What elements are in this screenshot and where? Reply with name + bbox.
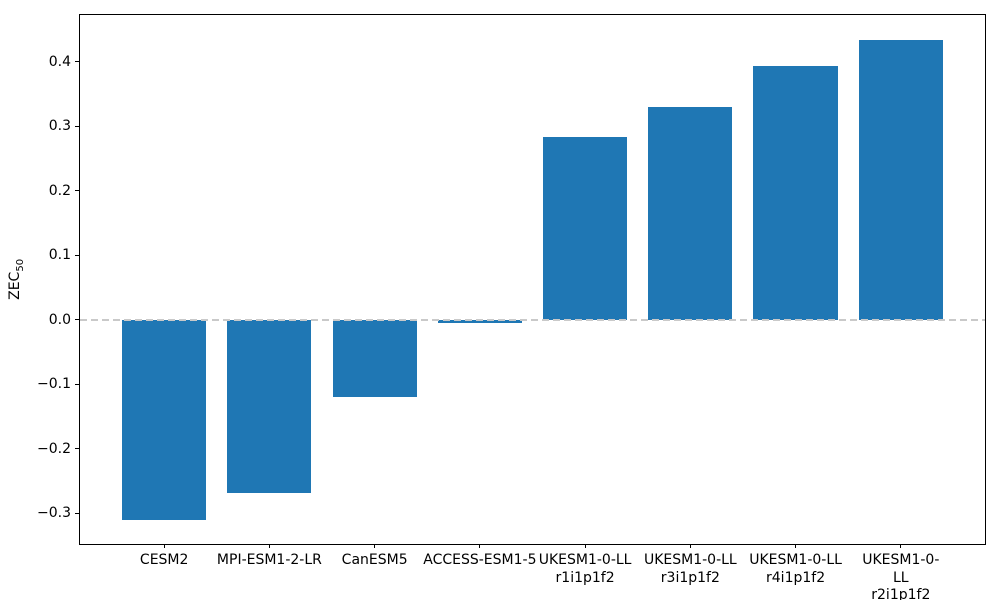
y-tick-label: 0.3: [48, 118, 71, 135]
y-tick-label: 0.1: [48, 247, 71, 264]
y-tick-mark: [75, 125, 79, 127]
y-tick-mark: [75, 190, 79, 192]
y-tick-mark: [75, 448, 79, 450]
x-tick-mark: [479, 544, 481, 548]
y-tick-label: −0.2: [37, 440, 71, 457]
y-tick-label: 0.0: [48, 311, 71, 328]
y-axis-label-main: ZEC: [6, 271, 23, 300]
bar: [858, 39, 943, 320]
x-tick-mark: [795, 544, 797, 548]
y-tick-mark: [75, 383, 79, 385]
bar: [437, 319, 522, 324]
x-tick-mark: [374, 544, 376, 548]
x-tick-label: UKESM1-0-LL r4i1p1f2: [749, 552, 842, 586]
y-tick-mark: [75, 319, 79, 321]
x-tick-mark: [268, 544, 270, 548]
x-tick-label: UKESM1-0-LL r1i1p1f2: [538, 552, 632, 586]
bar: [753, 65, 838, 320]
x-tick-mark: [689, 544, 691, 548]
x-tick-mark: [584, 544, 586, 548]
y-tick-mark: [75, 254, 79, 256]
bar: [227, 319, 312, 493]
y-tick-label: −0.1: [37, 376, 71, 393]
x-tick-label: CanESM5: [341, 552, 408, 568]
x-tick-mark: [900, 544, 902, 548]
bar: [648, 106, 733, 320]
x-tick-label: MPI-ESM1-2-LR: [216, 552, 322, 568]
y-tick-mark: [75, 512, 79, 514]
bar: [122, 319, 207, 520]
plot-area: −0.3 −0.2 −0.1 0.0 0.1 0.2 0.3 0.4 CESM2 MPI-ESM1…: [37, 14, 986, 600]
bar: [543, 137, 628, 320]
y-axis-label-text: ZEC50: [7, 259, 26, 300]
x-tick-label: UKESM1-0-LL r2i1p1f2: [862, 552, 940, 600]
y-tick-mark: [75, 61, 79, 63]
x-tick-label: ACCESS-ESM1-5: [423, 552, 537, 568]
y-tick-label: 0.4: [48, 53, 71, 70]
zero-line: [80, 318, 985, 321]
x-tick-label: CESM2: [139, 552, 189, 568]
y-tick-label: −0.3: [37, 505, 71, 522]
x-tick-mark: [163, 544, 165, 548]
x-tick-label: UKESM1-0-LL r3i1p1f2: [643, 552, 737, 586]
y-axis-label: ZEC50: [0, 14, 32, 545]
y-tick-label: 0.2: [48, 182, 71, 199]
bar: [332, 319, 417, 397]
y-axis-label-subscript: 50: [14, 259, 26, 272]
